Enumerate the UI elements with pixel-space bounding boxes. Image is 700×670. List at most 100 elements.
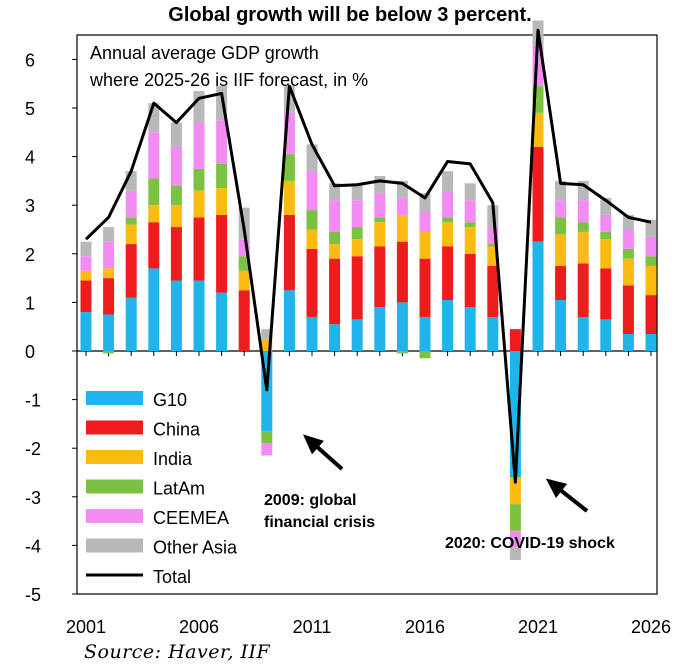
bar-segment-other-asia (464, 183, 476, 201)
bar-segment-china (396, 241, 408, 303)
bar-segment-india (238, 270, 250, 291)
bar-segment-ceemea (509, 530, 521, 548)
bar-segment-china (577, 263, 589, 317)
bar-segment-ceemea (329, 200, 341, 232)
bar-segment-g10 (148, 268, 160, 351)
bar-segment-india (103, 268, 115, 279)
bar-segment-g10 (103, 314, 115, 351)
bar-segment-ceemea (261, 443, 273, 456)
bar-segment-india (464, 227, 476, 254)
bar-segment-other-asia (622, 214, 634, 230)
y-tick-label: -5 (25, 585, 41, 605)
bar-segment-latam (193, 168, 205, 191)
bar-segment-india (555, 234, 567, 266)
annotation-gfc: 2009: global financial crisis (264, 490, 375, 534)
bar-segment-other-asia (374, 176, 386, 194)
legend-label: CEEMEA (153, 508, 229, 528)
y-tick-label: -2 (25, 439, 41, 459)
bar-segment-other-asia (555, 180, 567, 201)
bar-segment-other-asia (216, 86, 228, 121)
bar-segment-other-asia (170, 122, 182, 147)
bar-segment-india (216, 188, 228, 215)
legend-swatch-g10 (86, 391, 143, 405)
bar-segment-ceemea (306, 171, 318, 211)
arrow-covid-head (545, 478, 568, 498)
bar-segment-latam (577, 222, 589, 232)
bar-segment-other-asia (329, 183, 341, 201)
legend-swatch-ceemea (86, 509, 143, 523)
bar-segment-g10 (577, 316, 589, 351)
y-tick-label: 5 (25, 99, 35, 119)
bar-segment-g10 (555, 299, 567, 351)
bar-segment-latam (509, 504, 521, 531)
bar-segment-ceemea (577, 200, 589, 223)
bar-segment-g10 (645, 333, 657, 351)
bar-segment-g10 (464, 307, 476, 351)
bar-segment-ceemea (600, 214, 612, 232)
bar-segment-china (125, 244, 137, 298)
bar-segment-other-asia (419, 193, 431, 213)
bar-segment-other-asia (193, 90, 205, 123)
bar-segment-china (306, 248, 318, 317)
bar-segment-latam (374, 217, 386, 223)
bar-segment-g10 (170, 280, 182, 351)
x-tick-label: 2011 (293, 617, 332, 637)
bar-segment-china (103, 278, 115, 315)
bar-segment-india (442, 222, 454, 247)
bar-segment-g10 (329, 324, 341, 351)
bar-segment-india (329, 244, 341, 259)
bar-segment-india (306, 229, 318, 249)
bar-segment-g10 (306, 316, 318, 351)
bar-segment-india (374, 222, 386, 247)
annotation-covid: 2020: COVID-19 shock (445, 533, 615, 555)
bar-segment-china (622, 285, 634, 334)
bar-segment-g10 (216, 292, 228, 351)
bar-segment-india (487, 246, 499, 266)
bar-segment-g10 (419, 316, 431, 351)
bar-segment-india (600, 239, 612, 269)
bar-segment-other-asia (442, 171, 454, 191)
legend-swatch-india (86, 450, 143, 464)
legend-label: LatAm (153, 479, 205, 499)
y-tick-label: -3 (25, 488, 41, 508)
bar-segment-ceemea (442, 190, 454, 218)
y-tick-label: 3 (25, 196, 35, 216)
x-tick-label: 2021 (518, 617, 558, 637)
bar-segment-latam (600, 231, 612, 240)
bar-segment-ceemea (555, 200, 567, 218)
bar-segment-latam (261, 431, 273, 444)
bar-segment-other-asia (103, 227, 115, 242)
bar-segment-ceemea (170, 146, 182, 186)
bar-segment-india (645, 265, 657, 296)
bar-segment-g10 (396, 302, 408, 351)
bar-segment-china (487, 265, 499, 317)
bar-segment-other-asia (261, 329, 273, 339)
bar-segment-ceemea (374, 193, 386, 218)
bar-segment-other-asia (125, 171, 137, 191)
bar-segment-latam (487, 244, 499, 247)
bar-segment-ceemea (125, 190, 137, 218)
legend-swatch-other-asia (86, 538, 143, 553)
y-tick-label: 1 (25, 293, 35, 313)
bar-segment-g10 (351, 319, 363, 351)
bar-segment-latam (125, 217, 137, 225)
bar-segment-ceemea (216, 120, 228, 164)
bar-segment-latam (216, 163, 228, 189)
bar-segment-india (419, 231, 431, 259)
bar-segment-ceemea (80, 256, 92, 271)
bar-segment-other-asia (148, 103, 160, 133)
bar-segment-latam (419, 351, 431, 359)
bar-segment-other-asia (396, 180, 408, 198)
chart-subtitle: Annual average GDP growth where 2025-26 … (90, 40, 368, 94)
bar-segment-india (283, 180, 295, 215)
bar-segment-latam (306, 210, 318, 230)
bar-segment-india (396, 214, 408, 242)
legend-label: China (153, 420, 201, 440)
arrow-gfc-head (303, 434, 324, 455)
subtitle-line-2: where 2025-26 is IIF forecast, in % (90, 70, 369, 90)
bar-segment-india (170, 205, 182, 228)
bar-segment-india (622, 258, 634, 286)
bar-segment-g10 (80, 312, 92, 351)
bar-segment-china (442, 246, 454, 300)
